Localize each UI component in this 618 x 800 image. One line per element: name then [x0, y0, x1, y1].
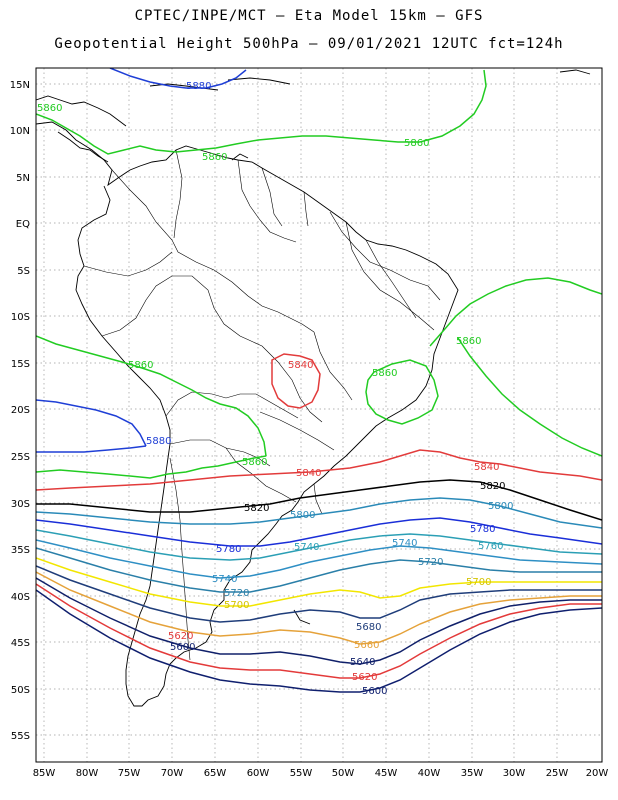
- contour-5880-north: [109, 68, 247, 89]
- lat-label: 50S: [11, 685, 30, 696]
- contour-label: 5860: [456, 336, 481, 347]
- lon-label: 65W: [204, 768, 227, 779]
- map-frame: [35, 67, 603, 763]
- contour-label: 5720: [418, 557, 443, 568]
- latitude-labels: 15N 10N 5N EQ 5S 10S 15S 20S 25S 30S 35S…: [10, 80, 30, 742]
- contour-5680: [36, 565, 602, 623]
- lon-label: 40W: [418, 768, 441, 779]
- contour-label: 5860: [37, 103, 62, 114]
- contour-5860-west2: [36, 455, 267, 479]
- contour-label: 5820: [480, 481, 505, 492]
- contour-5620: [36, 583, 602, 679]
- contour-5880-west: [36, 399, 147, 447]
- contour-label: 5740: [212, 574, 237, 585]
- contour-label: 5800: [488, 501, 513, 512]
- lat-label: 5N: [16, 173, 30, 184]
- contour-5600: [36, 589, 602, 693]
- lon-label: 45W: [375, 768, 398, 779]
- contour-label: 5840: [288, 360, 313, 371]
- contour-label: 5620: [352, 672, 377, 683]
- lat-label: 30S: [11, 499, 30, 510]
- lat-label: 10N: [10, 126, 30, 137]
- contour-5840-loop: [271, 353, 321, 409]
- lat-label: 35S: [11, 545, 30, 556]
- contour-5860-north: [36, 69, 487, 155]
- contour-label: 5780: [216, 544, 241, 555]
- contour-5820: [36, 479, 602, 521]
- contour-label: 5860: [372, 368, 397, 379]
- contour-5860-east: [429, 277, 602, 347]
- lat-label: 15S: [11, 359, 30, 370]
- contour-5640: [36, 577, 602, 665]
- contour-label: 5880: [146, 436, 171, 447]
- lon-label: 55W: [290, 768, 313, 779]
- contour-label: 5840: [474, 462, 499, 473]
- contour-5860-west: [36, 335, 267, 457]
- contour-labels: 5880 5860 5860 5860 5860 5860 5860 5860 …: [37, 81, 513, 697]
- lon-label: 50W: [332, 768, 355, 779]
- contour-label: 5620: [168, 631, 193, 642]
- contour-label: 5860: [404, 138, 429, 149]
- contour-label: 5880: [186, 81, 211, 92]
- lon-label: 70W: [161, 768, 184, 779]
- lon-label: 35W: [461, 768, 484, 779]
- contour-label: 5600: [362, 686, 387, 697]
- contour-label: 5780: [470, 524, 495, 535]
- lon-label: 30W: [503, 768, 526, 779]
- lat-label: 25S: [11, 452, 30, 463]
- lat-label: 20S: [11, 405, 30, 416]
- title-line-2: Geopotential Height 500hPa — 09/01/2021 …: [54, 36, 564, 52]
- lon-label: 80W: [76, 768, 99, 779]
- contour-label: 5860: [128, 360, 153, 371]
- contour-5700: [36, 557, 602, 607]
- contour-5760: [36, 529, 602, 561]
- contour-label: 5660: [354, 640, 379, 651]
- lon-label: 60W: [247, 768, 270, 779]
- contour-5660: [36, 571, 602, 645]
- contour-label: 5680: [356, 622, 381, 633]
- contour-5740: [36, 539, 602, 579]
- contour-label: 5640: [350, 657, 375, 668]
- lon-label: 20W: [586, 768, 609, 779]
- contour-label: 5800: [290, 510, 315, 521]
- title-line-1: CPTEC/INPE/MCT — Eta Model 15km — GFS: [134, 8, 484, 24]
- lat-label: 5S: [17, 266, 30, 277]
- contour-label: 5860: [242, 457, 267, 468]
- longitude-labels: 85W 80W 75W 70W 65W 60W 55W 50W 45W 40W …: [33, 768, 609, 779]
- grid-lines: [36, 68, 602, 762]
- contour-label: 5600: [170, 642, 195, 653]
- lat-label: 10S: [11, 312, 30, 323]
- lat-label: 40S: [11, 592, 30, 603]
- contour-label: 5760: [478, 541, 503, 552]
- contour-label: 5840: [296, 468, 321, 479]
- lat-label: EQ: [16, 219, 30, 230]
- lat-label: 15N: [10, 80, 30, 91]
- lon-label: 25W: [546, 768, 569, 779]
- lat-label: 55S: [11, 731, 30, 742]
- contour-label: 5740: [294, 542, 319, 553]
- contour-5880-west2: [36, 445, 147, 453]
- contour-label: 5700: [466, 577, 491, 588]
- lat-label: 45S: [11, 638, 30, 649]
- contour-5860-loop: [365, 359, 439, 425]
- contour-label: 5720: [224, 588, 249, 599]
- contour-5840: [36, 449, 602, 491]
- contour-label: 5740: [392, 538, 417, 549]
- contour-5860-east-arc: [457, 337, 602, 457]
- contour-5720: [36, 547, 602, 593]
- contour-label: 5700: [224, 600, 249, 611]
- contour-5780: [36, 517, 602, 547]
- contour-label: 5860: [202, 152, 227, 163]
- lon-label: 85W: [33, 768, 56, 779]
- contour-5800: [36, 497, 602, 529]
- country-borders: [83, 149, 441, 661]
- lon-label: 75W: [118, 768, 141, 779]
- contour-label: 5820: [244, 503, 269, 514]
